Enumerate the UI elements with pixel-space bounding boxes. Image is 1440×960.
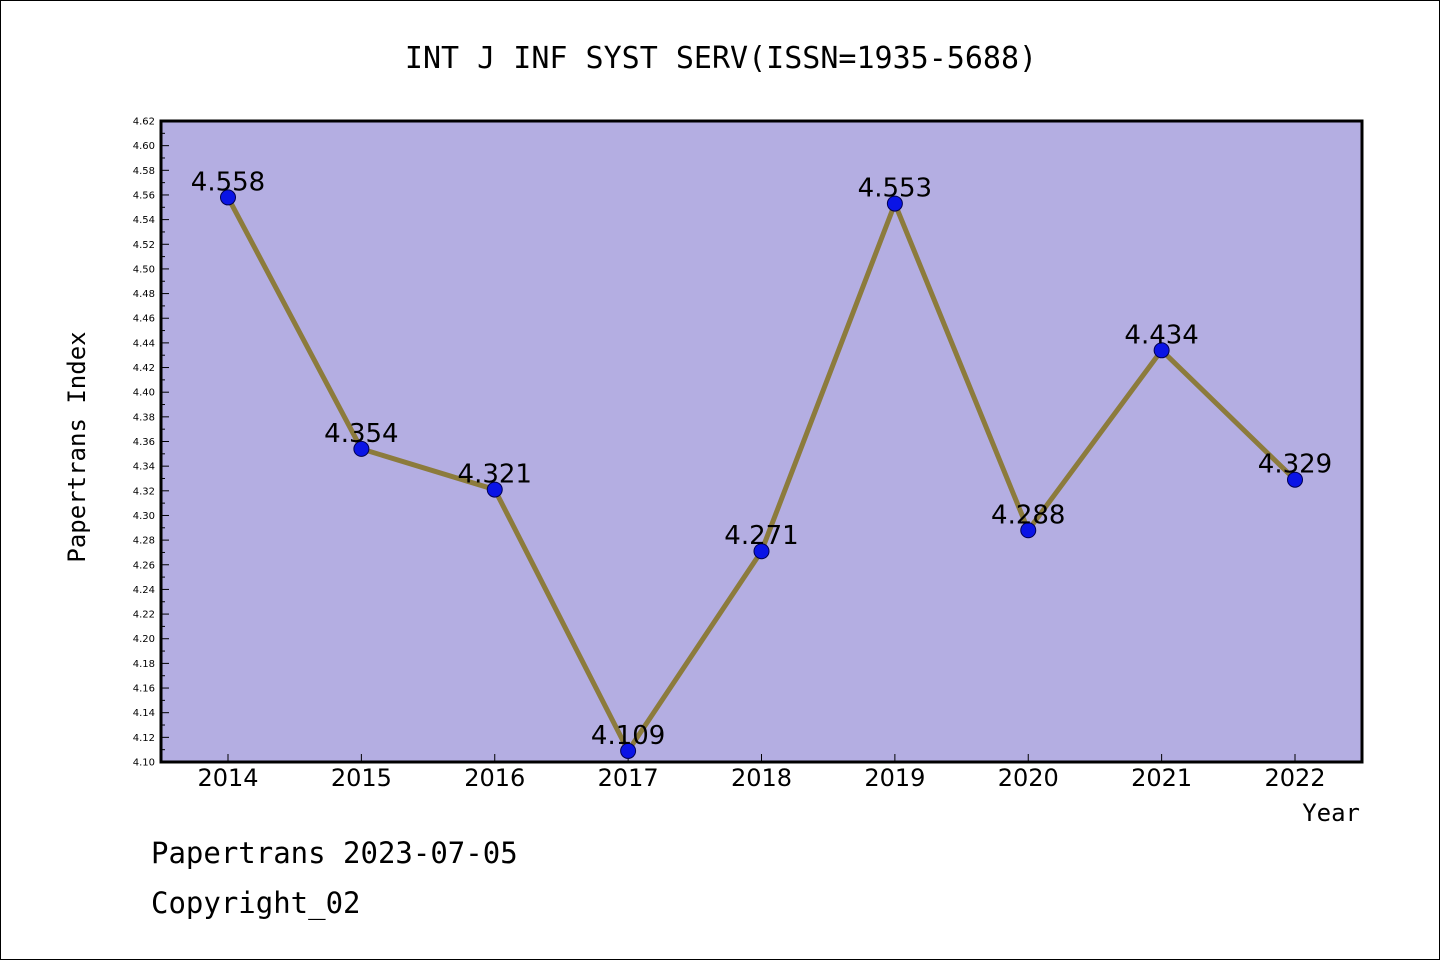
footer-copyright-text: Copyright_02 [151, 886, 361, 920]
series-layer [220, 189, 1303, 759]
y-tick-label: 4.62 [133, 117, 155, 128]
y-tick-label: 4.30 [133, 511, 155, 522]
y-tick-label: 4.50 [133, 264, 155, 275]
y-axis-ticks: 4.10 4.12 4.14 4.16 4.18 4.20 4.22 4.24 4.26 4.28… [133, 117, 169, 769]
x-axis-ticks: 2014 2015 2016 2017 2018 2019 2020 2021 2022 [197, 754, 1326, 792]
data-point [886, 195, 903, 212]
x-axis-label: Year [1302, 799, 1360, 827]
x-tick-label: 2018 [731, 764, 792, 792]
x-tick-label: 2021 [1131, 764, 1192, 792]
y-tick-label: 4.34 [133, 462, 155, 473]
y-tick-label: 4.46 [133, 314, 155, 325]
data-label: 4.329 [1258, 450, 1332, 480]
data-label: 4.558 [191, 167, 265, 197]
x-tick-label: 2016 [464, 764, 525, 792]
y-tick-label: 4.60 [133, 141, 155, 152]
data-point [353, 440, 370, 457]
x-tick-label: 2020 [998, 764, 1059, 792]
y-tick-label: 4.18 [133, 659, 155, 670]
data-point [220, 189, 236, 206]
y-tick-label: 4.26 [133, 560, 155, 571]
x-tick-label: 2017 [598, 764, 659, 792]
data-point [753, 543, 770, 560]
y-tick-label: 4.16 [133, 684, 155, 695]
data-labels: 4.558 4.354 4.321 4.109 4.271 4.553 4.288 4.434… [191, 167, 1332, 750]
data-label: 4.271 [724, 521, 798, 551]
y-tick-label: 4.12 [133, 733, 155, 744]
y-tick-label: 4.20 [133, 634, 155, 645]
x-tick-label: 2014 [197, 764, 258, 792]
y-tick-label: 4.40 [133, 388, 155, 399]
data-point [1153, 342, 1170, 359]
data-label: 4.321 [458, 460, 532, 490]
y-tick-label: 4.36 [133, 437, 155, 448]
y-tick-label: 4.52 [133, 240, 155, 251]
y-tick-label: 4.48 [133, 289, 155, 300]
x-tick-label: 2019 [864, 764, 925, 792]
y-tick-label: 4.54 [133, 215, 155, 226]
y-tick-label: 4.22 [133, 610, 155, 621]
x-tick-label: 2022 [1264, 764, 1325, 792]
data-label: 4.434 [1124, 320, 1198, 350]
y-tick-label: 4.44 [133, 338, 155, 349]
y-tick-label: 4.58 [133, 166, 155, 177]
y-axis-label: Papertrans Index [63, 331, 91, 562]
y-tick-label: 4.38 [133, 412, 155, 423]
data-label: 4.288 [991, 500, 1065, 530]
data-point [1287, 471, 1303, 488]
footer-date-text: Papertrans 2023-07-05 [151, 836, 518, 870]
y-tick-label: 4.14 [133, 708, 155, 719]
y-tick-label: 4.56 [133, 190, 155, 201]
y-tick-label: 4.32 [133, 486, 155, 497]
data-label: 4.109 [591, 721, 665, 751]
y-tick-label: 4.10 [133, 758, 155, 769]
y-tick-label: 4.24 [133, 585, 155, 596]
data-point [1020, 522, 1037, 539]
data-label: 4.553 [858, 174, 932, 204]
y-tick-label: 4.28 [133, 536, 155, 547]
chart-title: INT J INF SYST SERV(ISSN=1935-5688) [405, 41, 1037, 76]
data-point [620, 742, 637, 759]
y-tick-label: 4.42 [133, 363, 155, 374]
data-point [486, 481, 503, 498]
data-label: 4.354 [324, 419, 398, 449]
x-tick-label: 2015 [331, 764, 392, 792]
